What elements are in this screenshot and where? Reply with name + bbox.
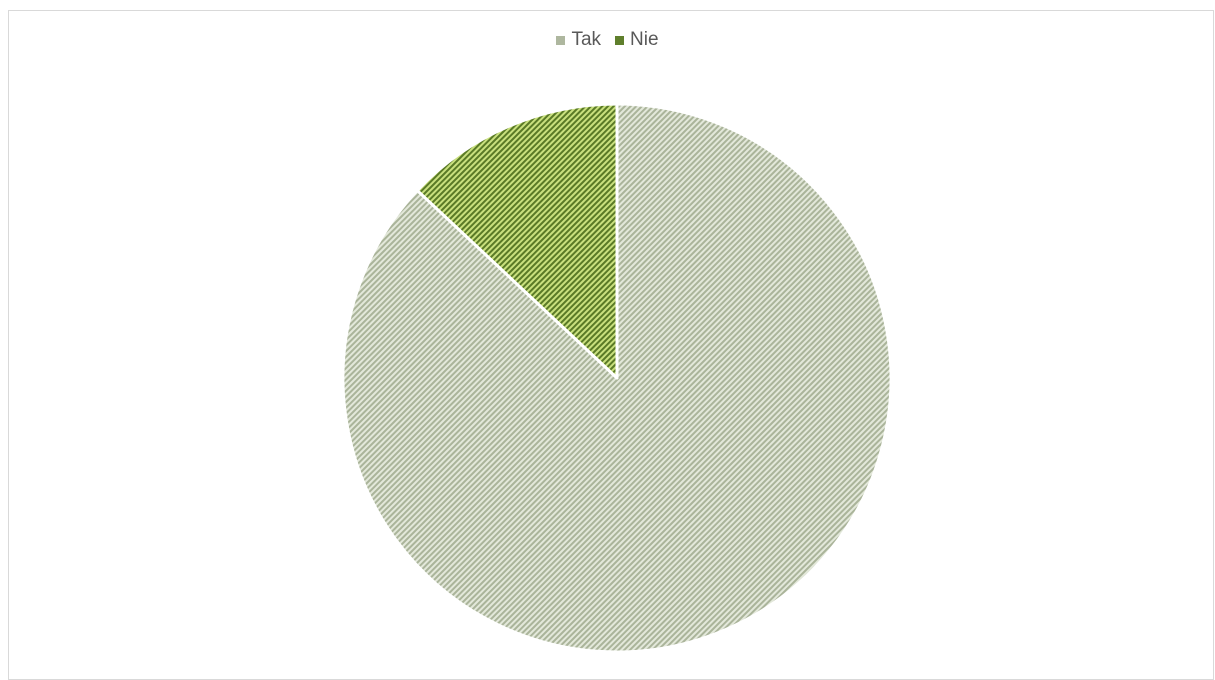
pie-chart — [0, 0, 1215, 675]
